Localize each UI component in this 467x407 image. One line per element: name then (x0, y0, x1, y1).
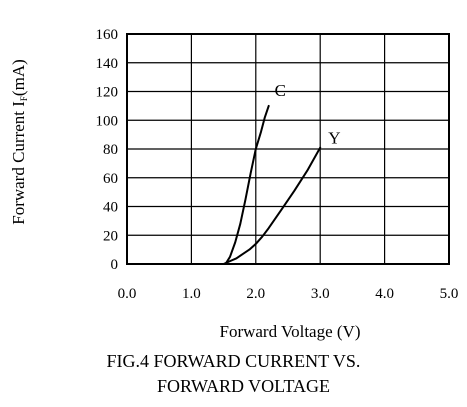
x-tick-label: 0.0 (118, 286, 137, 302)
figure-caption-line-2: FORWARD VOLTAGE (156, 376, 331, 396)
series-label-c: C (275, 81, 286, 100)
y-axis-title-subscript: F (19, 96, 29, 101)
x-tick-label: 4.0 (375, 286, 394, 302)
x-tick-label: 5.0 (440, 286, 459, 302)
y-tick-labels: 0 20 40 60 80 100 120 140 160 (96, 27, 119, 273)
x-axis-title: Forward Voltage (V) (219, 322, 360, 341)
series-label-y: Y (328, 129, 340, 148)
x-tick-label: 1.0 (182, 286, 201, 302)
x-tick-labels: 0.0 1.0 2.0 3.0 4.0 5.0 (118, 286, 459, 302)
y-tick-label: 100 (96, 113, 119, 129)
figure-caption-line-1: FIG.4 FORWARD CURRENT VS. (106, 351, 361, 371)
y-tick-label: 60 (103, 171, 118, 187)
y-tick-label: 0 (111, 257, 119, 273)
y-tick-label: 20 (103, 228, 118, 244)
x-tick-label: 3.0 (311, 286, 330, 302)
series-labels: CY (275, 81, 341, 148)
series-line-c (224, 104, 270, 265)
plot-frame (126, 33, 450, 265)
y-axis-title-unit: (mA) (9, 59, 28, 96)
y-tick-label: 40 (103, 200, 118, 216)
x-tick-label: 2.0 (246, 286, 265, 302)
y-tick-label: 80 (103, 142, 118, 158)
series-lines (222, 104, 322, 265)
y-tick-label: 120 (96, 85, 119, 101)
series-line-y (222, 146, 322, 265)
y-axis-title: Forward Current IF(mA) (9, 59, 29, 225)
y-tick-label: 160 (96, 27, 119, 43)
y-tick-label: 140 (96, 56, 119, 72)
chart-grid (126, 33, 450, 265)
y-axis-title-main: Forward Current I (9, 101, 28, 225)
